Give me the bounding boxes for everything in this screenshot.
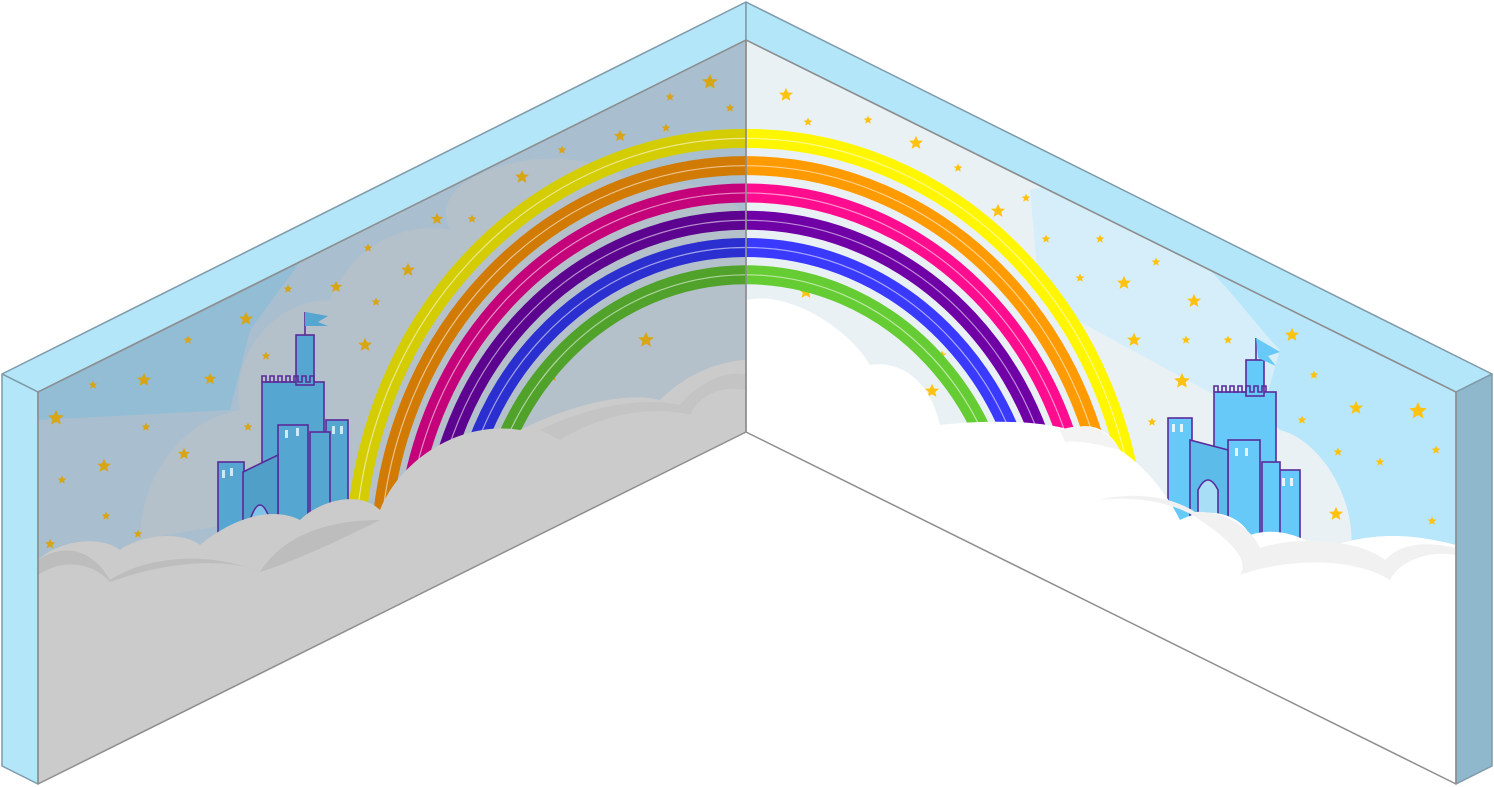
right-wall-panel bbox=[740, 0, 1494, 787]
left-wall-panel bbox=[0, 0, 760, 787]
